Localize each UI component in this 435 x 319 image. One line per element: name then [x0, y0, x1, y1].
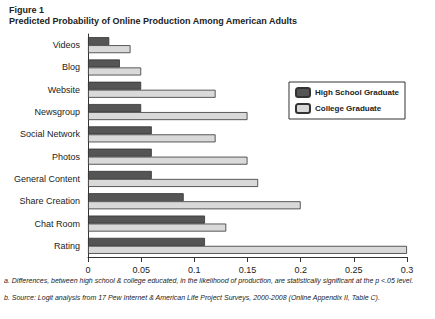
svg-text:Figure 1: Figure 1 — [9, 5, 44, 15]
svg-text:0.25: 0.25 — [345, 265, 363, 275]
svg-text:Videos: Videos — [53, 40, 81, 50]
svg-text:Website: Website — [48, 85, 80, 95]
svg-text:High School Graduate: High School Graduate — [315, 88, 400, 97]
svg-text:0.2: 0.2 — [294, 265, 307, 275]
svg-text:Photos: Photos — [52, 152, 81, 162]
svg-text:0.3: 0.3 — [401, 265, 414, 275]
svg-text:0.15: 0.15 — [239, 265, 257, 275]
svg-text:0: 0 — [85, 265, 90, 275]
svg-text:Blog: Blog — [62, 62, 80, 72]
svg-text:Predicted Probability of Onlin: Predicted Probability of Online Producti… — [9, 16, 297, 26]
svg-text:Newsgroup: Newsgroup — [34, 107, 80, 117]
svg-text:0.05: 0.05 — [132, 265, 150, 275]
svg-text:Rating: Rating — [54, 241, 80, 251]
svg-text:a. Differences, between high s: a. Differences, between high school & co… — [4, 277, 413, 285]
svg-text:General Content: General Content — [14, 174, 81, 184]
svg-text:Share Creation: Share Creation — [19, 196, 80, 206]
svg-text:Chat Room: Chat Room — [34, 219, 80, 229]
svg-text:College Graduate: College Graduate — [315, 104, 382, 113]
svg-text:b. Source: Logit analysis from: b. Source: Logit analysis from 17 Pew In… — [4, 294, 380, 302]
svg-text:Social Network: Social Network — [20, 129, 81, 139]
svg-text:0.1: 0.1 — [188, 265, 201, 275]
